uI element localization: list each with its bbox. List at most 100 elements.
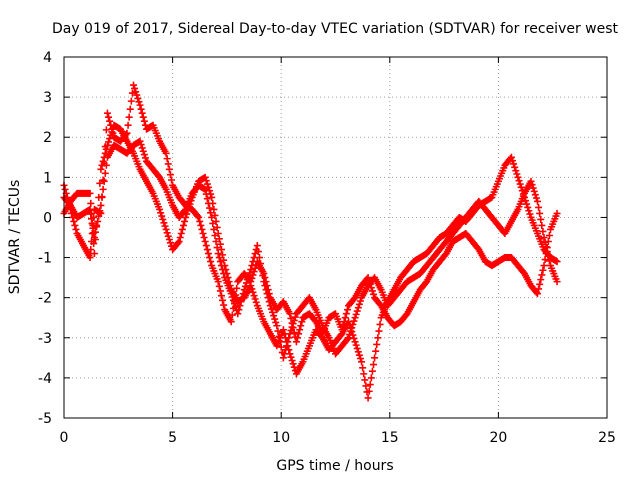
data-point bbox=[238, 294, 246, 302]
y-tick-label: -3 bbox=[38, 331, 52, 347]
data-point bbox=[198, 225, 206, 233]
data-point bbox=[94, 217, 102, 225]
data-point bbox=[536, 280, 544, 288]
data-point bbox=[105, 138, 113, 146]
data-point bbox=[265, 298, 273, 306]
series-track-c bbox=[60, 137, 561, 362]
data-point bbox=[108, 125, 116, 133]
data-point bbox=[513, 170, 521, 178]
data-point bbox=[105, 113, 113, 121]
data-point bbox=[535, 203, 543, 211]
data-point bbox=[360, 370, 368, 378]
data-point bbox=[353, 344, 361, 352]
data-point bbox=[178, 225, 186, 233]
data-point bbox=[209, 219, 217, 227]
data-point bbox=[203, 180, 211, 188]
data-point bbox=[126, 105, 134, 113]
data-point bbox=[275, 332, 283, 340]
data-point bbox=[90, 234, 98, 241]
data-point bbox=[373, 340, 381, 348]
data-point bbox=[231, 300, 239, 308]
data-point bbox=[103, 109, 111, 117]
data-point bbox=[293, 334, 301, 342]
data-point bbox=[290, 316, 298, 324]
data-point bbox=[137, 141, 145, 149]
data-point bbox=[207, 258, 215, 266]
data-point bbox=[271, 315, 279, 323]
data-point bbox=[356, 297, 364, 305]
data-point bbox=[228, 311, 236, 319]
data-point bbox=[220, 301, 228, 309]
data-point bbox=[175, 238, 183, 246]
data-point bbox=[347, 327, 355, 335]
data-point bbox=[296, 326, 304, 334]
data-point bbox=[262, 286, 270, 294]
y-tick-label: -1 bbox=[38, 251, 52, 267]
x-tick-label: 25 bbox=[598, 430, 616, 446]
data-point bbox=[273, 322, 281, 330]
data-point bbox=[161, 222, 169, 230]
data-point bbox=[527, 177, 535, 185]
data-point bbox=[220, 270, 228, 278]
data-point bbox=[244, 276, 252, 284]
data-point bbox=[86, 254, 94, 262]
data-point bbox=[204, 250, 212, 258]
data-point bbox=[537, 215, 545, 223]
data-point bbox=[200, 234, 208, 241]
data-point bbox=[97, 165, 105, 173]
data-point bbox=[541, 256, 549, 264]
data-point bbox=[537, 276, 545, 284]
data-point bbox=[535, 285, 543, 293]
data-point bbox=[159, 215, 167, 223]
y-tick-label: -4 bbox=[38, 371, 52, 387]
data-point bbox=[204, 199, 212, 207]
data-point bbox=[338, 326, 346, 334]
data-point bbox=[272, 318, 280, 326]
data-point bbox=[261, 282, 269, 290]
data-point bbox=[358, 358, 366, 366]
data-point bbox=[297, 322, 305, 330]
data-point bbox=[227, 318, 235, 326]
data-point bbox=[206, 254, 214, 262]
data-point bbox=[234, 310, 242, 318]
data-point bbox=[530, 187, 538, 195]
data-point bbox=[553, 278, 561, 286]
data-point bbox=[240, 286, 248, 294]
data-point bbox=[139, 113, 147, 121]
x-tick-label: 15 bbox=[381, 430, 399, 446]
x-tick-label: 0 bbox=[60, 430, 69, 446]
data-point bbox=[544, 252, 552, 260]
data-point bbox=[254, 248, 262, 256]
data-point bbox=[99, 176, 107, 184]
data-point bbox=[346, 330, 354, 338]
data-point bbox=[507, 153, 515, 161]
data-point bbox=[354, 304, 362, 312]
data-point bbox=[195, 213, 203, 221]
data-point bbox=[237, 298, 245, 306]
data-point bbox=[352, 310, 360, 318]
data-point bbox=[245, 272, 253, 280]
y-tick-label: 3 bbox=[43, 90, 52, 106]
data-point bbox=[287, 353, 295, 361]
data-point bbox=[251, 295, 259, 303]
data-point bbox=[201, 185, 209, 193]
data-point bbox=[274, 327, 282, 335]
data-point bbox=[516, 180, 524, 188]
data-point bbox=[365, 387, 373, 395]
data-point bbox=[287, 326, 295, 334]
data-point bbox=[133, 91, 141, 99]
data-point bbox=[366, 381, 374, 389]
data-point bbox=[517, 183, 525, 191]
data-point bbox=[241, 282, 249, 290]
data-point bbox=[127, 97, 135, 105]
data-point bbox=[525, 207, 533, 215]
data-point bbox=[368, 287, 376, 295]
data-point bbox=[526, 210, 534, 218]
y-tick-label: 2 bbox=[43, 130, 52, 146]
data-point bbox=[130, 81, 138, 89]
data-point bbox=[524, 203, 532, 211]
data-point bbox=[276, 338, 284, 346]
data-point bbox=[95, 212, 103, 220]
data-point bbox=[538, 271, 546, 279]
